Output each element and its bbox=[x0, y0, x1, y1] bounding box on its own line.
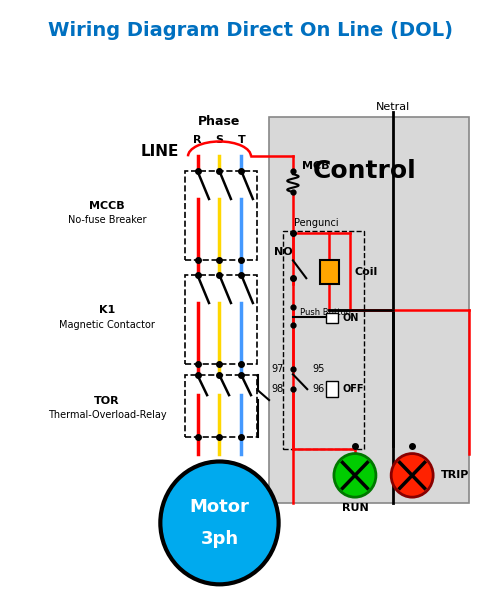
Circle shape bbox=[160, 461, 278, 584]
Bar bbox=[326, 381, 338, 397]
Text: Phase: Phase bbox=[198, 115, 240, 128]
Text: R: R bbox=[194, 134, 202, 145]
Text: Coil: Coil bbox=[355, 267, 378, 277]
Bar bbox=[269, 117, 469, 503]
Text: MCCB: MCCB bbox=[89, 201, 124, 211]
Text: MCB: MCB bbox=[302, 161, 330, 171]
Text: OFF: OFF bbox=[342, 384, 364, 394]
Circle shape bbox=[391, 454, 433, 497]
Text: S: S bbox=[216, 134, 224, 145]
Text: Netral: Netral bbox=[376, 102, 410, 112]
Text: RUN: RUN bbox=[342, 503, 368, 513]
Text: 3ph: 3ph bbox=[200, 530, 238, 548]
Text: No-fuse Breaker: No-fuse Breaker bbox=[68, 215, 146, 225]
Text: Thermal-Overload-Relay: Thermal-Overload-Relay bbox=[48, 410, 166, 420]
Text: 97: 97 bbox=[271, 364, 283, 374]
Circle shape bbox=[334, 454, 376, 497]
Text: Control: Control bbox=[312, 159, 416, 183]
Text: TRIP: TRIP bbox=[441, 470, 469, 481]
Text: 96: 96 bbox=[312, 384, 324, 394]
Text: LINE: LINE bbox=[140, 144, 178, 159]
Text: Magnetic Contactor: Magnetic Contactor bbox=[59, 320, 155, 330]
Bar bbox=[320, 260, 338, 284]
Text: 98: 98 bbox=[271, 384, 283, 394]
Text: T: T bbox=[238, 134, 246, 145]
Text: K1: K1 bbox=[99, 305, 115, 315]
Text: NO: NO bbox=[274, 247, 292, 257]
Text: 95: 95 bbox=[312, 364, 324, 374]
Bar bbox=[185, 171, 256, 260]
Bar bbox=[326, 313, 338, 323]
Text: Wiring Diagram Direct On Line (DOL): Wiring Diagram Direct On Line (DOL) bbox=[48, 21, 452, 40]
Text: Motor: Motor bbox=[190, 498, 250, 516]
Text: Push Button: Push Button bbox=[300, 308, 350, 317]
Bar bbox=[185, 275, 256, 364]
Text: Pengunci: Pengunci bbox=[294, 218, 339, 228]
Bar bbox=[284, 230, 364, 449]
Text: TOR: TOR bbox=[94, 396, 120, 406]
Text: ON: ON bbox=[342, 313, 359, 323]
Bar bbox=[185, 375, 256, 437]
